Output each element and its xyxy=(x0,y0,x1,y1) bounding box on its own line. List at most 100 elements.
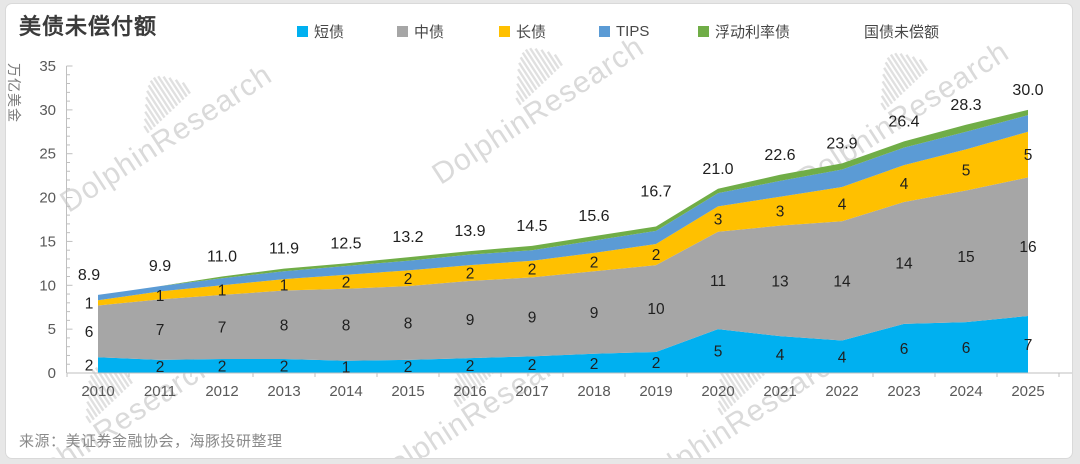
svg-text:1: 1 xyxy=(280,277,289,294)
watermark: DolphinResearch xyxy=(427,30,651,192)
svg-text:11.0: 11.0 xyxy=(207,249,237,266)
svg-text:2: 2 xyxy=(466,266,475,283)
chart-title: 美债未偿付额 xyxy=(19,14,158,39)
svg-text:6: 6 xyxy=(85,324,94,341)
svg-text:1: 1 xyxy=(85,295,94,312)
svg-text:16.7: 16.7 xyxy=(640,184,671,201)
svg-text:5: 5 xyxy=(962,162,971,179)
svg-text:2: 2 xyxy=(218,358,227,375)
area-短债 xyxy=(98,315,1028,373)
svg-text:14: 14 xyxy=(895,255,913,272)
svg-text:15.6: 15.6 xyxy=(578,208,609,225)
svg-text:4: 4 xyxy=(838,197,847,214)
svg-text:13.9: 13.9 xyxy=(454,223,485,240)
svg-text:1: 1 xyxy=(342,359,351,376)
svg-text:16: 16 xyxy=(1019,239,1036,256)
svg-text:2012: 2012 xyxy=(205,383,238,400)
svg-text:2016: 2016 xyxy=(453,383,486,400)
svg-text:2: 2 xyxy=(404,359,413,376)
svg-text:5: 5 xyxy=(714,344,723,361)
svg-text:8.9: 8.9 xyxy=(78,267,100,284)
legend-swatch xyxy=(499,25,510,37)
svg-text:2019: 2019 xyxy=(639,383,672,400)
svg-text:22.6: 22.6 xyxy=(764,147,795,164)
svg-text:2017: 2017 xyxy=(515,383,548,400)
svg-text:9: 9 xyxy=(466,312,475,329)
svg-text:5: 5 xyxy=(1024,147,1033,164)
legend-swatch xyxy=(297,25,308,37)
svg-text:2015: 2015 xyxy=(391,383,424,400)
svg-text:26.4: 26.4 xyxy=(888,113,919,130)
svg-text:9: 9 xyxy=(528,309,537,326)
svg-text:2: 2 xyxy=(528,357,537,374)
legend-item-4: TIPS xyxy=(599,21,649,41)
svg-text:2025: 2025 xyxy=(1011,383,1044,400)
svg-text:21.0: 21.0 xyxy=(702,161,733,178)
svg-text:2021: 2021 xyxy=(763,383,796,400)
svg-text:6: 6 xyxy=(962,340,971,357)
area-中债 xyxy=(98,177,1028,361)
svg-text:12.5: 12.5 xyxy=(330,235,361,252)
area-长债 xyxy=(98,131,1028,306)
legend-swatch xyxy=(599,25,610,37)
svg-text:2: 2 xyxy=(156,359,165,376)
svg-text:9: 9 xyxy=(590,305,599,322)
svg-text:2: 2 xyxy=(404,271,413,288)
svg-text:8: 8 xyxy=(404,316,413,333)
svg-text:25: 25 xyxy=(39,146,56,163)
svg-text:3: 3 xyxy=(714,212,723,229)
svg-text:2: 2 xyxy=(528,262,537,279)
svg-text:7: 7 xyxy=(1024,337,1033,354)
svg-text:8: 8 xyxy=(280,317,289,334)
svg-text:35: 35 xyxy=(39,58,56,75)
svg-text:9.9: 9.9 xyxy=(149,258,171,275)
svg-text:1: 1 xyxy=(218,283,227,300)
svg-text:28.3: 28.3 xyxy=(950,97,981,114)
watermark: DolphinResearch xyxy=(55,58,279,220)
legend-label: 国债未偿额 xyxy=(864,23,940,41)
legend-swatch xyxy=(397,25,408,37)
svg-text:2014: 2014 xyxy=(329,383,362,400)
svg-text:2024: 2024 xyxy=(949,383,982,400)
svg-text:11: 11 xyxy=(710,273,726,290)
svg-text:13: 13 xyxy=(771,273,788,290)
svg-text:2018: 2018 xyxy=(577,383,610,400)
legend-swatch xyxy=(698,25,709,37)
area-series-group xyxy=(98,109,1028,373)
svg-text:2013: 2013 xyxy=(267,383,300,400)
svg-text:2: 2 xyxy=(466,358,475,375)
svg-text:4: 4 xyxy=(838,349,847,366)
dolphin-logo-hatch xyxy=(880,52,928,111)
svg-text:7: 7 xyxy=(218,319,227,336)
svg-text:4: 4 xyxy=(776,347,785,364)
legend-item-3: 长债 xyxy=(499,21,546,41)
svg-text:3: 3 xyxy=(776,204,785,221)
svg-text:2010: 2010 xyxy=(81,383,114,400)
axes xyxy=(66,65,1072,377)
dolphin-logo-hatch xyxy=(143,75,191,134)
y-axis-title: 万亿美金 xyxy=(6,63,22,123)
svg-text:30.0: 30.0 xyxy=(1012,82,1043,99)
legend-label: 中债 xyxy=(414,23,445,41)
dolphin-logo-hatch xyxy=(515,47,563,106)
svg-text:2: 2 xyxy=(342,274,351,291)
source-note: 来源：美证券金融协会，海豚投研整理 xyxy=(19,433,283,450)
svg-text:2023: 2023 xyxy=(887,383,920,400)
dolphin-logo-hatch xyxy=(85,365,133,424)
svg-text:2: 2 xyxy=(590,356,599,373)
svg-text:2: 2 xyxy=(85,358,94,375)
svg-text:30: 30 xyxy=(39,102,56,119)
svg-text:2022: 2022 xyxy=(825,383,858,400)
svg-text:20: 20 xyxy=(39,190,56,207)
legend-label: 长债 xyxy=(516,23,547,41)
legend-item-1: 短债 xyxy=(297,21,344,41)
svg-text:10: 10 xyxy=(647,301,665,318)
svg-text:10: 10 xyxy=(39,277,56,294)
svg-text:4: 4 xyxy=(900,176,909,193)
svg-text:14.5: 14.5 xyxy=(516,218,547,235)
svg-text:15: 15 xyxy=(957,249,974,266)
svg-text:5: 5 xyxy=(48,321,56,338)
